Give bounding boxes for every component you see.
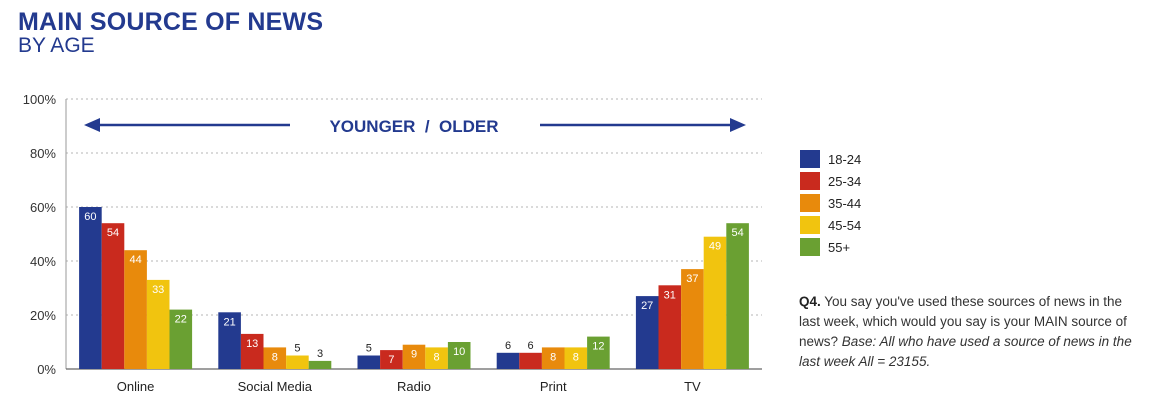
data-label: 10	[453, 346, 465, 358]
chart-title: MAIN SOURCE OF NEWS	[18, 8, 324, 36]
data-label: 7	[388, 354, 394, 366]
younger-older-arrow: YOUNGER / OLDER	[84, 117, 746, 136]
x-tick-label: Radio	[397, 379, 431, 394]
data-label: 6	[528, 340, 534, 352]
y-axis: 0% 20% 40% 60% 80% 100%	[23, 92, 762, 377]
bar	[726, 223, 749, 369]
question-note: Q4. You say you've used these sources of…	[799, 292, 1144, 372]
bar	[635, 296, 659, 369]
legend-swatch	[800, 216, 820, 234]
data-label: 44	[129, 254, 141, 266]
bar	[402, 344, 426, 369]
data-label: 3	[317, 348, 323, 360]
data-label: 54	[107, 227, 119, 239]
x-tick-label: Social Media	[238, 379, 313, 394]
bar	[447, 342, 471, 369]
bar	[308, 360, 332, 369]
y-tick-label: 20%	[30, 308, 56, 323]
bar-chart: 0% 20% 40% 60% 80% 100% 60 54 44 33 22 21 13 8 5 3 5 7 9 8…	[23, 92, 762, 394]
bar	[587, 336, 610, 369]
data-label: 8	[272, 351, 278, 363]
y-tick-label: 100%	[23, 92, 57, 107]
arrow-right-head	[730, 118, 746, 132]
legend: 18-24 25-34 35-44 45-54 55+	[800, 148, 861, 258]
y-tick-label: 80%	[30, 146, 56, 161]
data-label: 12	[592, 341, 604, 353]
bar	[496, 352, 520, 369]
legend-swatch	[800, 238, 820, 256]
arrow-label: YOUNGER / OLDER	[329, 117, 498, 136]
bar	[79, 207, 102, 369]
legend-swatch	[800, 194, 820, 212]
bars: 60 54 44 33 22 21 13 8 5 3 5 7 9 8 10 6 6 8 8 12 27 31 37 49 54	[79, 207, 749, 369]
legend-item: 35-44	[800, 192, 861, 214]
bar	[169, 309, 193, 369]
arrow-left-head	[84, 118, 100, 132]
data-label: 60	[84, 211, 96, 223]
bar	[425, 347, 448, 369]
data-label: 33	[152, 284, 164, 296]
chart-subtitle: BY AGE	[18, 34, 95, 57]
bar	[541, 347, 565, 369]
note-prefix: Q4.	[799, 294, 821, 309]
data-label: 8	[434, 351, 440, 363]
bar	[263, 347, 287, 369]
legend-label: 35-44	[828, 195, 862, 211]
x-tick-label: Online	[117, 379, 155, 394]
data-label: 54	[731, 227, 743, 239]
data-label: 9	[411, 349, 417, 361]
bar	[357, 355, 381, 369]
legend-item: 45-54	[800, 214, 861, 236]
data-label: 13	[246, 338, 258, 350]
legend-label: 55+	[828, 239, 851, 255]
data-label: 49	[709, 241, 721, 253]
legend-item: 55+	[800, 236, 861, 258]
data-label: 5	[294, 343, 300, 355]
x-tick-label: TV	[684, 379, 701, 394]
data-label: 37	[686, 273, 698, 285]
data-label: 6	[505, 340, 511, 352]
bar	[681, 269, 704, 369]
legend-swatch	[800, 150, 820, 168]
legend-label: 45-54	[828, 217, 862, 233]
x-tick-label: Print	[540, 379, 567, 394]
data-label: 5	[366, 343, 372, 355]
legend-label: 18-24	[828, 151, 862, 167]
note-question: You say you've used these sources of new…	[799, 294, 1127, 349]
data-label: 27	[641, 300, 653, 312]
bar	[124, 250, 147, 369]
bar	[101, 223, 125, 369]
data-label: 31	[664, 289, 676, 301]
y-tick-label: 40%	[30, 254, 56, 269]
legend-label: 25-34	[828, 173, 862, 189]
data-label: 8	[573, 351, 579, 363]
bar	[218, 312, 241, 369]
data-label: 22	[175, 314, 187, 326]
legend-swatch	[800, 172, 820, 190]
bar	[286, 355, 309, 369]
legend-item: 25-34	[800, 170, 861, 192]
legend-item: 18-24	[800, 148, 861, 170]
bar	[380, 350, 403, 369]
data-label: 21	[223, 316, 235, 328]
bar	[146, 279, 170, 369]
bar	[564, 347, 588, 369]
x-axis: Online Social Media Radio Print TV	[117, 379, 701, 394]
bar	[658, 285, 682, 369]
note-base: Base: All who have used a source of news…	[799, 334, 1132, 369]
bar	[519, 352, 542, 369]
y-tick-label: 0%	[37, 362, 56, 377]
bar	[240, 333, 264, 369]
data-label: 8	[550, 351, 556, 363]
y-tick-label: 60%	[30, 200, 56, 215]
bar	[703, 236, 727, 369]
